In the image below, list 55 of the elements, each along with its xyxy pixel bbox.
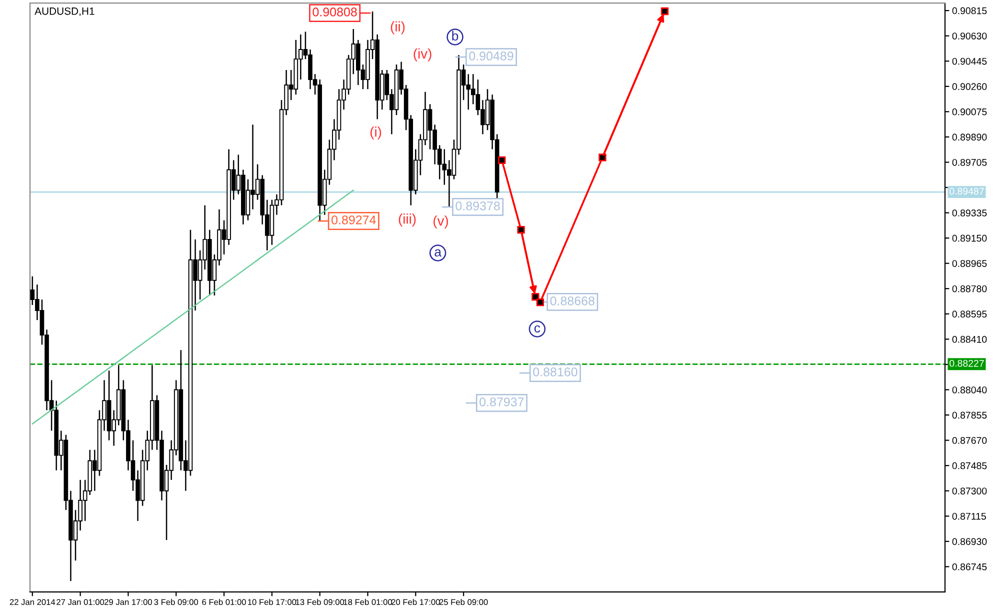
y-tick-label: 0.86745 <box>952 563 987 570</box>
y-tick-label: 0.87855 <box>952 412 987 419</box>
point <box>598 154 606 162</box>
annotation: 0.88160 <box>533 368 578 376</box>
annotation: 0.89274 <box>332 216 376 224</box>
x-tick-label: 25 Feb 09:00 <box>439 598 488 606</box>
y-tick-label: 0.88965 <box>952 260 987 267</box>
y-tick-label: 0.88595 <box>952 310 987 318</box>
y-tick-label: 0.90445 <box>952 58 987 65</box>
ref-line-label: 0.89487 <box>950 188 984 195</box>
x-tick-label: 13 Feb 09:00 <box>296 598 344 606</box>
y-tick-label: 0.88410 <box>952 336 987 343</box>
annotation: (v) <box>434 216 448 228</box>
x-tick-label: 3 Feb 09:00 <box>154 598 198 606</box>
annotation: b <box>452 30 458 41</box>
y-tick-label: 0.89150 <box>952 234 987 242</box>
y-tick-label: 0.88780 <box>952 285 987 292</box>
y-tick-label: 0.87485 <box>952 462 987 470</box>
point <box>536 298 544 306</box>
x-tick-label: 6 Feb 01:00 <box>202 598 246 606</box>
point <box>498 156 506 164</box>
y-tick-label: 0.90630 <box>952 32 987 40</box>
x-tick-label: 27 Jan 01:00 <box>56 599 104 606</box>
x-tick-label: 20 Feb 17:00 <box>392 598 440 606</box>
annotation: c <box>534 325 540 333</box>
ref-line-label: 0.88227 <box>950 360 984 367</box>
x-tick-label: 18 Feb 01:00 <box>344 598 392 606</box>
point <box>532 292 540 301</box>
point <box>517 226 525 234</box>
annotation: 0.90808 <box>312 8 357 16</box>
annotation: 0.90489 <box>469 52 514 60</box>
y-tick-label: 0.90075 <box>952 108 987 116</box>
annotation: (iii) <box>398 214 416 226</box>
point <box>660 7 669 16</box>
y-tick-label: 0.87115 <box>952 512 986 520</box>
y-tick-label: 0.89705 <box>952 158 987 166</box>
annotation: (i) <box>370 126 382 140</box>
y-tick-label: 0.89890 <box>952 134 987 141</box>
y-tick-label: 0.87670 <box>952 437 987 444</box>
y-tick-label: 0.86930 <box>952 538 987 546</box>
y-tick-label: 0.87300 <box>952 488 987 494</box>
y-tick-label: 0.88040 <box>952 386 987 394</box>
x-tick-label: 10 Feb 17:00 <box>248 598 296 606</box>
x-tick-label: 22 Jan 2014 <box>10 599 56 606</box>
x-tick-label: 29 Jan 17:00 <box>104 599 152 606</box>
annotation: 0.87937 <box>480 397 524 406</box>
y-tick-label: 0.90260 <box>952 83 987 90</box>
annotation: (ii) <box>390 21 405 34</box>
annotation: (iv) <box>414 48 432 62</box>
annotation: 0.88668 <box>550 296 594 306</box>
annotation: a <box>434 249 442 257</box>
annotation: 0.89378 <box>456 201 500 210</box>
chart-title: AUDUSD,H1 <box>34 7 94 16</box>
y-tick-label: 0.90815 <box>952 7 987 14</box>
y-tick-label: 0.89335 <box>952 210 987 216</box>
